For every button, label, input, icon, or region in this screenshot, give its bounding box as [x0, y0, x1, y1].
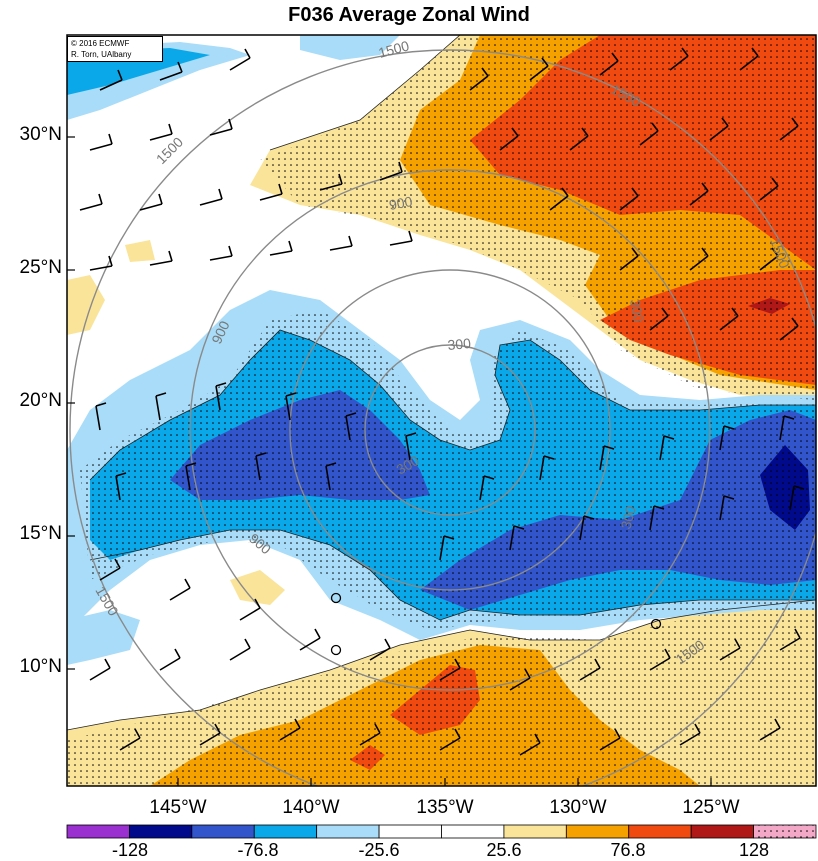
- yellow-patch-small: [230, 570, 285, 605]
- lon-label-125w: 125°W: [682, 797, 740, 818]
- colorbar: [66, 824, 817, 839]
- colorbar-segment: [316, 824, 380, 839]
- colorbar-segment: [191, 824, 255, 839]
- yellow-patch-west: [67, 275, 105, 335]
- stipple-north: [260, 35, 816, 400]
- map-frame: [66, 34, 817, 787]
- contour-label: 1500: [377, 37, 411, 61]
- colorbar-label: -76.8: [237, 840, 279, 860]
- contour-label: 300: [617, 504, 639, 531]
- calm-markers: [330, 592, 662, 656]
- colorbar-label: -128: [111, 840, 149, 860]
- contour-label: 300: [627, 298, 647, 324]
- lat-label-20n: 20°N: [19, 390, 62, 411]
- lon-label-130w: 130°W: [549, 797, 607, 818]
- colorbar-segment: [503, 824, 567, 839]
- wind-barbs: [79, 47, 805, 756]
- colorbar-segment: [690, 824, 754, 839]
- lat-label-10n: 10°N: [19, 656, 62, 677]
- colorbar-segment: [378, 824, 442, 839]
- colorbar-segment: [253, 824, 318, 839]
- lat-label-15n: 15°N: [19, 523, 62, 544]
- lon-label-145w: 145°W: [149, 797, 207, 818]
- colorbar-segment: [441, 824, 505, 839]
- colorbar-label: 76.8: [610, 840, 646, 860]
- credit-line-1: © 2016 ECMWF: [71, 39, 130, 48]
- colorbar-segment: [565, 824, 630, 839]
- stipple-band: [80, 310, 816, 630]
- calm-circle-marker: [650, 618, 662, 630]
- light-blue-strip-top-2: [300, 35, 400, 60]
- lon-label-140w: 140°W: [282, 797, 340, 818]
- yellow-patch-top: [125, 240, 155, 262]
- credit-line-2: R. Torn, UAlbany: [71, 50, 132, 59]
- zero-contours: [67, 35, 816, 731]
- colorbar-segment: [628, 824, 692, 839]
- map-title: F036 Average Zonal Wind: [288, 4, 530, 26]
- axis-ticks: [67, 136, 712, 786]
- colorbar-segment: [129, 824, 193, 839]
- lat-label-30n: 30°N: [19, 124, 62, 145]
- lat-label-25n: 25°N: [19, 257, 62, 278]
- calm-circle-marker: [330, 644, 342, 656]
- radius-contours: [69, 49, 816, 786]
- contour-label: 900: [388, 193, 414, 213]
- calm-circle-marker: [330, 592, 342, 604]
- colorbar-label: -25.6: [358, 840, 400, 860]
- lon-label-135w: 135°W: [416, 797, 474, 818]
- credit-box: © 2016 ECMWF R. Torn, UAlbany: [67, 36, 163, 62]
- colorbar-label: 128: [738, 840, 770, 860]
- colorbar-segment: [66, 824, 130, 839]
- colorbar-label: 25.6: [486, 840, 522, 860]
- stipple-south: [67, 605, 816, 786]
- map-fields: 1500 1500 1500 1500 1500 1500 900 900 90…: [67, 35, 816, 786]
- light-blue-west: [67, 610, 140, 665]
- colorbar-segment-stipple: [753, 825, 816, 838]
- contour-label: 300: [447, 335, 472, 353]
